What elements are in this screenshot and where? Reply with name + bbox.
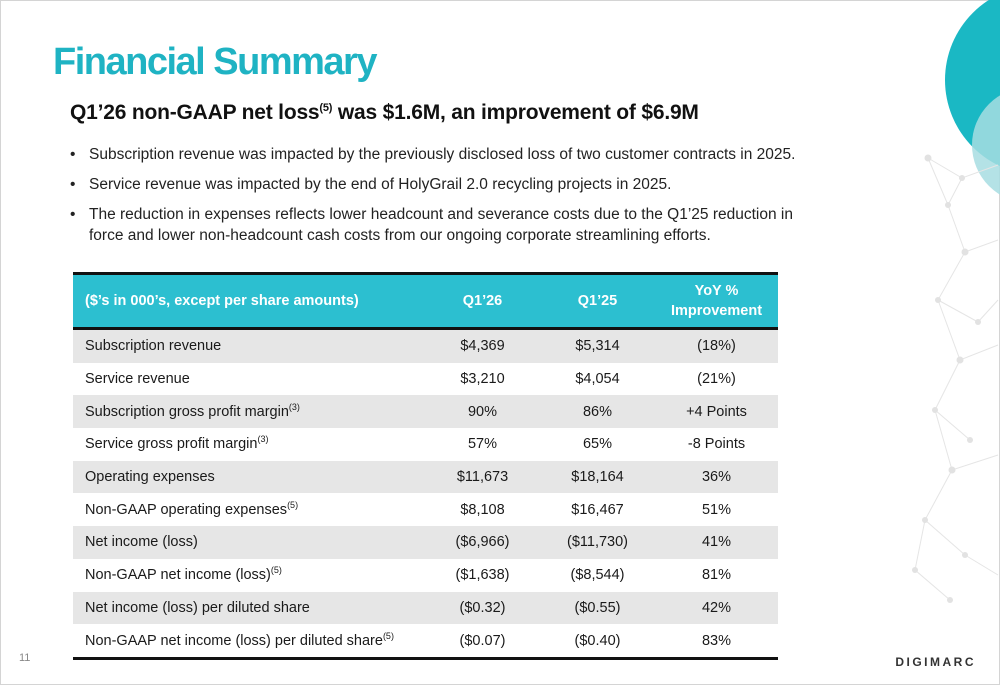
row-label: Subscription gross profit margin(3) [73,395,425,429]
cell-yoy: +4 Points [655,395,778,429]
bullet-dot: • [70,206,76,223]
cell-q125: $4,054 [540,362,655,396]
row-label: Net income (loss) [73,526,425,559]
cell-q126: ($0.32) [425,591,540,625]
row-label-text: Subscription gross profit margin [85,403,289,420]
cell-yoy: (21%) [655,362,778,396]
row-label-text: Non-GAAP net income (loss) per diluted s… [85,632,383,649]
financial-summary-table: ($’s in 000’s, except per share amounts)… [73,272,778,660]
row-label-text: Service gross profit margin [85,436,258,453]
digimarc-logo: DIGIMARC [895,655,976,669]
row-footnote: (3) [288,401,300,412]
cell-q126: $8,108 [425,493,540,527]
cell-yoy: 51% [655,493,778,527]
row-label: Non-GAAP operating expenses(5) [73,493,425,527]
page-number: 11 [19,652,31,664]
header-yoy-line2: Improvement [670,303,763,319]
table-row: Service revenue $3,210 $4,054 (21%) [73,362,778,396]
cell-yoy: 83% [655,624,778,659]
table-row: Non-GAAP net income (loss) per diluted s… [73,624,778,659]
row-label-text: Service revenue [85,371,190,388]
cell-q126: $4,369 [425,328,540,363]
row-label: Net income (loss) per diluted share [73,591,425,625]
cell-q125: 65% [540,428,655,461]
cell-yoy: 42% [655,591,778,625]
table-header-row: ($’s in 000’s, except per share amounts)… [73,273,778,330]
bullet-dot: • [70,176,76,193]
cell-q126: ($6,966) [425,526,540,559]
row-label-text: Net income (loss) per diluted share [85,599,310,616]
row-label-text: Net income (loss) [85,534,198,551]
cell-yoy: -8 Points [655,428,778,461]
cell-q125: $5,314 [540,328,655,363]
cell-yoy: (18%) [655,328,778,363]
table-row: Net income (loss) ($6,966) ($11,730) 41% [73,526,778,559]
cell-q126: $3,210 [425,362,540,396]
header-yoy-line1: YoY % [694,283,739,299]
cell-q125: ($0.40) [540,624,655,659]
row-footnote: (3) [257,434,269,445]
table-row: Subscription gross profit margin(3) 90% … [73,395,778,429]
cell-q125: $16,467 [540,493,655,527]
bullet-text: Subscription revenue was impacted by the… [89,146,796,163]
row-label-text: Non-GAAP net income (loss) [85,567,271,584]
row-label: Non-GAAP net income (loss) per diluted s… [73,624,425,659]
cell-q126: 57% [425,428,540,461]
cell-yoy: 36% [655,460,778,494]
table-row: Non-GAAP operating expenses(5) $8,108 $1… [73,493,778,527]
table-row: Operating expenses $11,673 $18,164 36% [73,460,778,494]
row-label: Non-GAAP net income (loss)(5) [73,558,425,592]
row-label: Subscription revenue [73,328,425,363]
bullet-dot: • [70,146,76,163]
header-description: ($’s in 000’s, except per share amounts) [73,273,425,330]
row-label: Operating expenses [73,460,425,494]
bullet-text: Service revenue was impacted by the end … [89,176,672,193]
row-footnote: (5) [270,565,282,576]
table-row: Subscription revenue $4,369 $5,314 (18%) [73,328,778,363]
table-row: Non-GAAP net income (loss)(5) ($1,638) (… [73,558,778,592]
table-row: Service gross profit margin(3) 57% 65% -… [73,428,778,461]
header-yoy: YoY % Improvement [655,273,778,330]
bullet-item: • Service revenue was impacted by the end… [70,174,810,195]
row-footnote: (5) [287,499,299,510]
subtitle-footnote-ref: (5) [319,102,333,114]
row-label: Service gross profit margin(3) [73,428,425,461]
slide-subtitle: Q1’26 non-GAAP net loss(5) was $1.6M, an… [70,100,699,126]
cell-q126: ($1,638) [425,558,540,592]
bullet-text: The reduction in expenses reflects lower… [89,206,793,244]
row-label-text: Non-GAAP operating expenses [85,501,288,518]
cell-q125: $18,164 [540,460,655,494]
cell-yoy: 41% [655,526,778,559]
bullet-item: • Subscription revenue was impacted by th… [70,144,810,165]
header-q126: Q1’26 [425,273,540,330]
cell-yoy: 81% [655,558,778,592]
subtitle-main: Q1’26 non-GAAP net loss [70,101,320,124]
row-label-text: Operating expenses [85,469,215,486]
cell-q126: ($0.07) [425,624,540,659]
cell-q126: 90% [425,395,540,429]
table-row: Net income (loss) per diluted share ($0.… [73,591,778,625]
cell-q125: ($0.55) [540,591,655,625]
header-q125: Q1’25 [540,273,655,330]
slide-title: Financial Summary [53,41,377,83]
bullet-item: • The reduction in expenses reflects lowe… [70,204,810,246]
row-label: Service revenue [73,362,425,396]
cell-q125: 86% [540,395,655,429]
bullet-list: • Subscription revenue was impacted by th… [70,144,810,255]
cell-q125: ($11,730) [540,526,655,559]
cell-q126: $11,673 [425,460,540,494]
row-footnote: (5) [382,630,394,641]
row-label-text: Subscription revenue [85,338,222,355]
subtitle-rest: was $1.6M, an improvement of $6.9M [332,101,699,124]
cell-q125: ($8,544) [540,558,655,592]
